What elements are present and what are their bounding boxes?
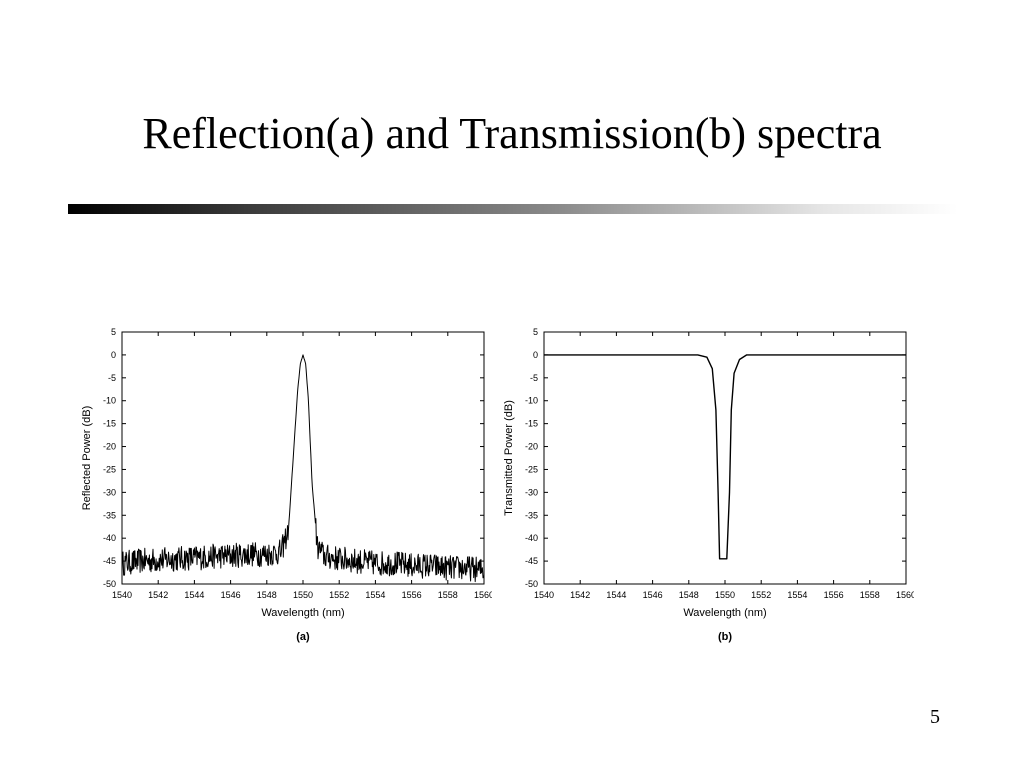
y-tick-label: -35	[525, 510, 538, 520]
y-tick-label: -5	[108, 373, 116, 383]
x-tick-label: 1546	[643, 590, 663, 600]
y-tick-label: 5	[533, 327, 538, 337]
y-tick-label: -40	[103, 533, 116, 543]
reflection-spectrum-chart: 1540 1542 1544 1546 1548 1550 1552 1554 1556 1558…	[81, 327, 492, 643]
x-tick-label: 1552	[751, 590, 771, 600]
y-tick-label: 0	[533, 350, 538, 360]
slide-title: Reflection(a) and Transmission(b) spectr…	[142, 109, 882, 158]
y-tick-label: -45	[103, 556, 116, 566]
y-tick-label: -50	[103, 579, 116, 589]
plot-frame	[121, 331, 485, 585]
y-tick-label: 5	[111, 327, 116, 337]
series-line	[544, 354, 906, 560]
x-tick-label: 1554	[365, 590, 385, 600]
x-tick-label: 1544	[184, 590, 204, 600]
x-tick-label: 1548	[257, 590, 277, 600]
y-tick-label: -10	[525, 396, 538, 406]
y-tick-label: -30	[525, 487, 538, 497]
y-tick-label: -5	[530, 373, 538, 383]
y-tick-label: -40	[525, 533, 538, 543]
x-tick-label: 1560	[896, 590, 914, 600]
y-tick-label: -25	[103, 464, 116, 474]
x-tick-label: 1540	[112, 590, 132, 600]
x-tick-label: 1554	[787, 590, 807, 600]
y-tick-label: -25	[525, 464, 538, 474]
x-tick-label: 1560	[474, 590, 492, 600]
y-axis-label: Transmitted Power (dB)	[503, 400, 515, 516]
x-tick-label: 1558	[438, 590, 458, 600]
y-tick-label: -10	[103, 396, 116, 406]
y-axis-label: Reflected Power (dB)	[81, 406, 93, 511]
x-tick-label: 1556	[824, 590, 844, 600]
y-tick-label: -50	[525, 579, 538, 589]
y-tick-label: -15	[525, 419, 538, 429]
y-tick-label: -15	[103, 419, 116, 429]
page-number: 5	[930, 706, 940, 728]
x-tick-label: 1542	[570, 590, 590, 600]
y-tick-label: -30	[103, 487, 116, 497]
x-axis-label: Wavelength (nm)	[683, 607, 766, 619]
x-axis-label: Wavelength (nm)	[261, 607, 344, 619]
plot-frame	[543, 331, 907, 585]
y-tick-label: -35	[103, 510, 116, 520]
x-tick-label: 1556	[402, 590, 422, 600]
y-tick-label: -20	[103, 442, 116, 452]
series-line	[121, 354, 485, 583]
title-divider	[68, 204, 958, 214]
x-tick-label: 1550	[715, 590, 735, 600]
panel-label: (b)	[718, 631, 732, 643]
x-tick-label: 1544	[606, 590, 626, 600]
x-tick-label: 1540	[534, 590, 554, 600]
x-tick-label: 1542	[148, 590, 168, 600]
y-tick-label: -45	[525, 556, 538, 566]
x-tick-label: 1550	[293, 590, 313, 600]
transmission-spectrum-chart: 1540 1542 1544 1546 1548 1550 1552 1554 1556 1558…	[503, 327, 914, 643]
x-tick-label: 1552	[329, 590, 349, 600]
x-tick-label: 1548	[679, 590, 699, 600]
x-tick-label: 1558	[860, 590, 880, 600]
y-tick-label: -20	[525, 442, 538, 452]
panel-label: (a)	[296, 631, 310, 643]
y-tick-label: 0	[111, 350, 116, 360]
x-tick-label: 1546	[221, 590, 241, 600]
